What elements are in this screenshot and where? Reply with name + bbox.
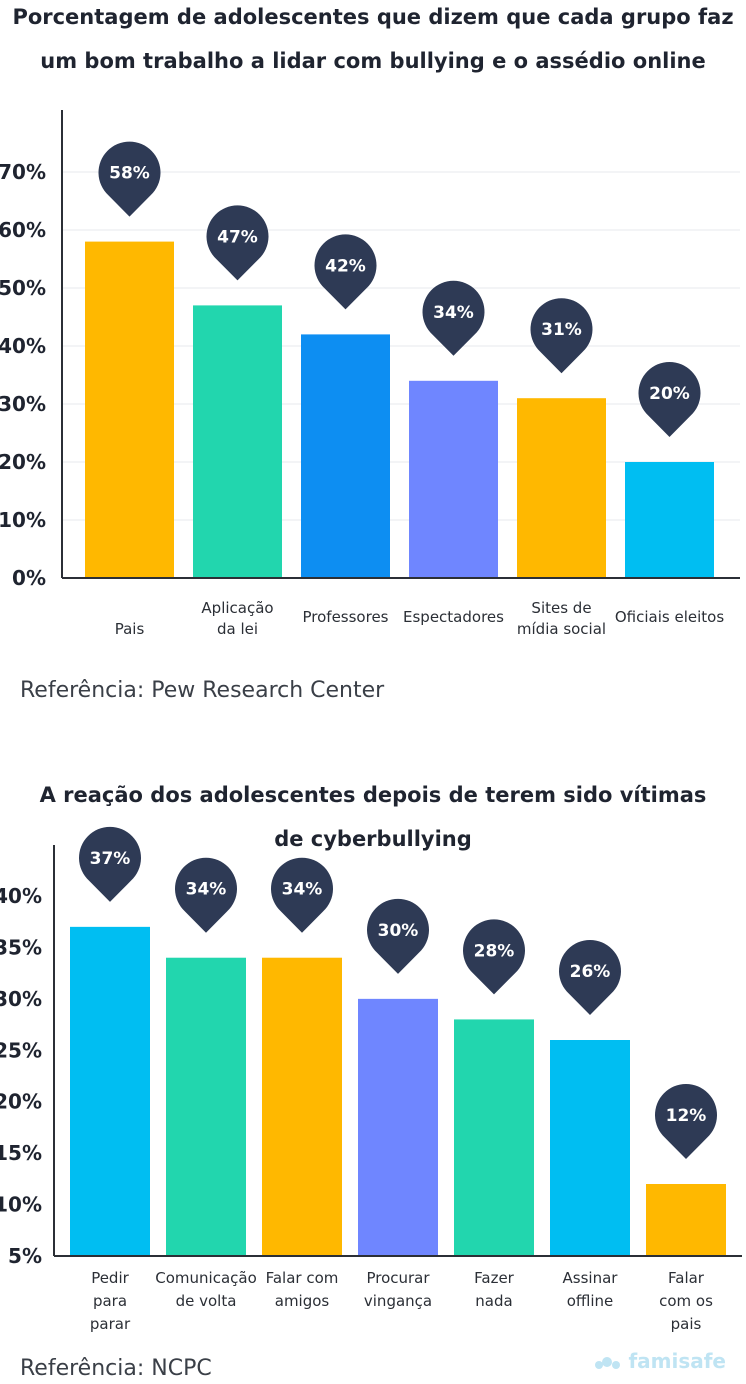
data-label: 34% (282, 880, 323, 900)
x-tick-label: amigos (275, 1292, 330, 1310)
x-tick-label: Falar (668, 1269, 705, 1287)
y-tick-label: 30% (0, 392, 46, 416)
chart1-svg: 0% 10% 20% 30% 40% 50% 60% 70% 58% Pais 47% Aplicaç… (0, 110, 740, 638)
x-tick-label: parar (90, 1315, 131, 1333)
data-label: 34% (433, 303, 474, 323)
pin-marker-icon (655, 1083, 717, 1159)
bar (301, 334, 390, 578)
x-tick-label: Aplicação (201, 599, 273, 617)
data-label: 26% (570, 962, 611, 982)
bar (262, 957, 342, 1256)
pin-marker-icon (638, 361, 701, 437)
x-tick-label: Oficiais eleitos (615, 608, 724, 626)
pin-marker-icon (175, 857, 237, 933)
logo-mark-icon (595, 1356, 621, 1369)
y-tick-label: 60% (0, 218, 46, 242)
data-label: 20% (649, 384, 690, 404)
y-tick-label: 25% (0, 1038, 42, 1062)
x-tick-label: Comunicação (155, 1269, 257, 1287)
x-tick-label: para (93, 1292, 127, 1310)
data-label: 37% (90, 849, 131, 869)
chart1-title-line2: um bom trabalho a lidar com bullying e o… (40, 49, 706, 73)
bar (517, 398, 606, 578)
y-tick-label: 35% (0, 935, 42, 959)
y-tick-label: 0% (12, 566, 46, 590)
bar (550, 1040, 630, 1256)
famisafe-logo: famisafe (594, 1349, 726, 1373)
data-label: 31% (541, 320, 582, 340)
x-tick-label: Fazer (474, 1269, 515, 1287)
bar (646, 1184, 726, 1256)
chart2-title-line1: A reação dos adolescentes depois de tere… (39, 783, 707, 807)
chart2-title: A reação dos adolescentes depois de tere… (0, 773, 746, 861)
bar (625, 462, 714, 578)
x-tick-label: Pedir (91, 1269, 129, 1287)
pin-marker-icon (314, 234, 377, 310)
data-label: 12% (666, 1106, 707, 1126)
data-label: 28% (474, 941, 515, 961)
pin-marker-icon (206, 205, 269, 281)
bar (70, 926, 150, 1256)
y-tick-label: 40% (0, 884, 42, 908)
bar (409, 380, 498, 578)
x-tick-label: mídia social (517, 620, 606, 638)
bar (85, 241, 174, 578)
x-tick-label: Falar com (266, 1269, 339, 1287)
x-tick-label: pais (671, 1315, 702, 1333)
chart1-reference: Referência: Pew Research Center (20, 678, 385, 703)
x-tick-label: nada (475, 1292, 512, 1310)
pin-marker-icon (463, 919, 525, 995)
bar (193, 305, 282, 578)
chart2-title-line2: de cyberbullying (274, 827, 472, 851)
x-tick-label: Espectadores (403, 608, 504, 626)
pin-marker-icon (559, 939, 621, 1015)
chart1-title: Porcentagem de adolescentes que dizem qu… (0, 0, 746, 83)
y-tick-label: 15% (0, 1141, 42, 1165)
pin-marker-icon (366, 898, 429, 974)
pin-marker-icon (271, 857, 334, 933)
data-label: 58% (109, 164, 150, 184)
y-tick-label: 50% (0, 276, 46, 300)
data-label: 30% (378, 921, 419, 941)
x-tick-label: com os (659, 1292, 713, 1310)
x-tick-label: vingança (364, 1292, 432, 1310)
y-tick-label: 5% (8, 1244, 42, 1268)
chart2-reference: Referência: NCPC (20, 1356, 212, 1381)
pin-marker-icon (78, 826, 141, 902)
x-tick-label: Sites de (531, 599, 591, 617)
x-tick-label: Professores (303, 608, 389, 626)
chart1-title-line1: Porcentagem de adolescentes que dizem qu… (12, 5, 734, 29)
y-tick-label: 40% (0, 334, 46, 358)
logo-text: famisafe (628, 1349, 726, 1373)
pin-marker-icon (98, 141, 161, 217)
y-tick-label: 10% (0, 508, 46, 532)
x-tick-label: Procurar (366, 1269, 430, 1287)
data-label: 34% (186, 880, 227, 900)
bar (454, 1019, 534, 1256)
bar (166, 957, 246, 1256)
y-tick-label: 30% (0, 987, 42, 1011)
data-label: 47% (217, 227, 258, 247)
y-tick-label: 20% (0, 1090, 42, 1114)
y-tick-label: 70% (0, 160, 46, 184)
bar (358, 998, 438, 1256)
data-label: 42% (325, 256, 366, 276)
x-tick-label: Pais (115, 620, 145, 638)
x-tick-label: Assinar (563, 1269, 619, 1287)
pin-marker-icon (530, 298, 593, 374)
x-tick-label: offline (567, 1292, 614, 1310)
x-tick-label: de volta (176, 1292, 237, 1310)
y-tick-label: 20% (0, 450, 46, 474)
y-tick-label: 10% (0, 1193, 42, 1217)
x-tick-label: da lei (217, 620, 258, 638)
pin-marker-icon (422, 280, 485, 356)
